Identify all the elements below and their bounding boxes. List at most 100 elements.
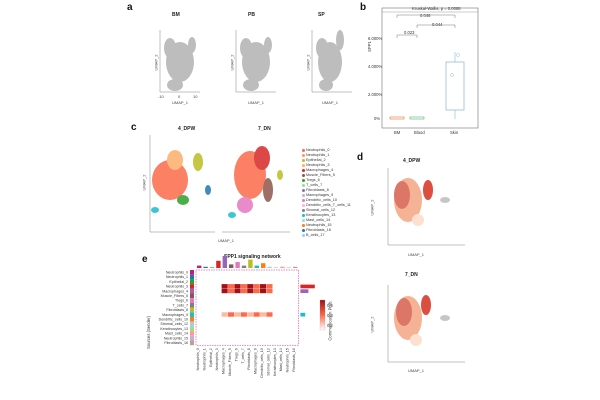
legend-swatch xyxy=(302,178,305,182)
heatmap-row-label: Fibroblasts_8 xyxy=(166,308,188,312)
legend-label: B_cells_17 xyxy=(306,233,325,237)
heatmap-cell xyxy=(247,270,254,275)
heatmap-cell xyxy=(228,288,235,294)
heatmap-cell xyxy=(292,288,299,294)
heatmap-cell xyxy=(260,321,267,327)
heatmap-cell xyxy=(196,279,203,284)
panel-label-d: d xyxy=(357,152,364,163)
legend-swatch xyxy=(302,193,305,197)
legend-swatch xyxy=(302,168,305,172)
heatmap-col-label: Epithelial_2 xyxy=(209,348,213,367)
heatmap-cell xyxy=(221,335,228,341)
heatmap-cell xyxy=(266,302,273,308)
heatmap-cell xyxy=(215,302,222,308)
heatmap-cell xyxy=(272,298,279,303)
heatmap-cell xyxy=(260,279,267,284)
heatmap-cell xyxy=(285,302,292,308)
heatmap-cell xyxy=(240,307,247,312)
heatmap-cell xyxy=(240,335,247,341)
heatmap-cell xyxy=(234,279,241,284)
legend-item-c: Neutrophils_1 xyxy=(302,153,329,157)
heatmap-cell xyxy=(202,326,209,331)
heatmap-cell xyxy=(279,279,286,284)
heatmap-cell xyxy=(260,298,267,303)
umap-xlabel-a2: UMAP_1 xyxy=(248,100,265,105)
xcat-blood: Blood xyxy=(414,130,425,135)
legend-swatch xyxy=(302,208,305,212)
heatmap-cell xyxy=(285,274,292,280)
legend-swatch xyxy=(302,223,305,227)
heatmap-row-swatch xyxy=(190,274,194,280)
heatmap-cell xyxy=(247,302,254,308)
heatmap-side-bar xyxy=(300,289,309,293)
heatmap-top-bar xyxy=(209,267,215,268)
heatmap-cell xyxy=(247,307,254,312)
heatmap-row-swatch xyxy=(190,307,194,313)
heatmap-cell xyxy=(234,284,241,289)
stat-sig2: 0.044 xyxy=(432,22,443,27)
heatmap-cell xyxy=(292,293,299,298)
heatmap-cell xyxy=(215,321,222,327)
heatmap-cell xyxy=(266,331,273,336)
heatmap-col-label: Fibroblasts_8 xyxy=(247,348,251,370)
umap-xlabel-a1: UMAP_1 xyxy=(172,100,189,105)
heatmap-cell xyxy=(240,274,247,280)
heatmap-row-swatch xyxy=(190,293,194,299)
legend-label: Keratinocytes_13 xyxy=(306,213,336,217)
heatmap-cell xyxy=(228,270,235,275)
legend-item-c: Tregs_6 xyxy=(302,178,320,182)
heatmap-cell xyxy=(266,293,273,298)
heatmap-row-label: Neutrophils_15 xyxy=(164,336,188,340)
heatmap-cell xyxy=(221,298,228,303)
heatmap-cell xyxy=(234,288,241,294)
heatmap-row-label: Neutrophils_1 xyxy=(166,275,188,279)
legend-swatch xyxy=(302,228,305,232)
heatmap-col-label: Tregs_6 xyxy=(234,348,238,361)
heatmap-cell xyxy=(240,331,247,336)
heatmap-col-label: Macrophages_9 xyxy=(254,348,258,374)
heatmap-cell xyxy=(202,340,209,345)
heatmap-cell xyxy=(247,321,254,327)
heatmap-cell xyxy=(240,321,247,327)
heatmap-col-label: Macrophages_4 xyxy=(222,348,226,374)
heatmap-top-bar xyxy=(293,266,298,268)
legend-item-c: Macrophages_4 xyxy=(302,168,333,172)
heatmap-col-label: Dendritic_cells_10 xyxy=(260,348,264,377)
heatmap-cell xyxy=(228,312,235,317)
heatmap-cell xyxy=(279,302,286,308)
heatmap-cell xyxy=(234,274,241,280)
heatmap-cell xyxy=(196,274,203,280)
heatmap-top-bar xyxy=(254,265,259,268)
heatmap-side-bar xyxy=(300,312,306,317)
heatmap-cell xyxy=(215,298,222,303)
legend-item-c: B_cells_17 xyxy=(302,233,325,237)
heatmap-cell xyxy=(196,307,203,312)
heatmap-col-label: Mast_cells_14 xyxy=(279,348,283,371)
heatmap-cell xyxy=(260,284,267,289)
heatmap-cell xyxy=(292,321,299,327)
heatmap-cell xyxy=(202,298,209,303)
heatmap-cell xyxy=(272,302,279,308)
heatmap-cell xyxy=(208,326,215,331)
umap-xlabel-a3: UMAP_1 xyxy=(322,100,339,105)
heatmap-row-label: Muscle_Fibers_5 xyxy=(161,294,188,298)
heatmap-row-swatch xyxy=(190,270,194,275)
heatmap-row-label: Neutrophils_0 xyxy=(166,271,188,275)
heatmap-cell xyxy=(292,335,299,341)
heatmap-cell xyxy=(253,321,260,327)
heatmap-cell xyxy=(285,288,292,294)
heatmap-cell xyxy=(272,284,279,289)
heatmap-row-label: Epithelial_2 xyxy=(169,280,188,284)
legend-label: Fibroblasts_16 xyxy=(306,228,331,232)
heatmap-cell xyxy=(221,321,228,327)
heatmap-cell xyxy=(253,307,260,312)
heatmap-row-label: Tregs_6 xyxy=(175,299,188,303)
heatmap-cell xyxy=(208,331,215,336)
heatmap-cell xyxy=(253,284,260,289)
heatmap-col-label: Fibroblasts_16 xyxy=(292,348,296,372)
heatmap-cell xyxy=(292,284,299,289)
heatmap-cell xyxy=(247,298,254,303)
heatmap-cell xyxy=(202,288,209,294)
heatmap-cell xyxy=(285,321,292,327)
heatmap-cell xyxy=(202,274,209,280)
